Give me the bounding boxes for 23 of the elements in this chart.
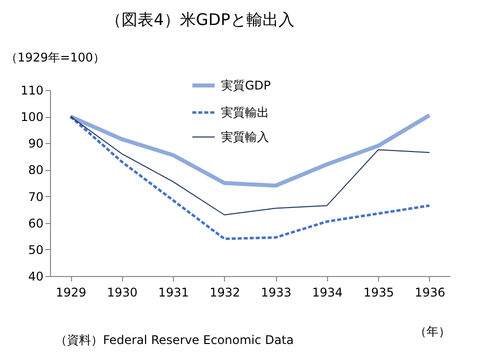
text: （資料）Federal Reserve Economic Data [55,333,294,347]
x-tick-label: 1935 [363,286,394,300]
chart-title: （図表4）米GDPと輸出入 [106,10,294,29]
x-tick-label: 1932 [210,286,240,300]
legend-label: 実質GDP [221,78,271,92]
legend-label: 実質輸出 [221,106,269,120]
x-tick-label: 1934 [312,286,343,300]
y-tick-label: 80 [28,163,44,178]
y-tick-label: 90 [28,136,44,151]
y-tick-label: 110 [20,84,44,98]
y-tick-label: 100 [20,110,44,124]
x-tick-label: 1930 [107,286,138,300]
y-axis-title: （1929年=100） [6,50,105,64]
x-tick-label: 1936 [414,286,446,300]
x-tick-label: 1933 [260,286,292,300]
y-tick-label: 70 [28,190,44,204]
x-tick-label: 1931 [158,286,189,300]
x-axis-title: （年） [414,324,450,338]
y-tick-label: 50 [28,242,44,257]
x-tick-label: 1929 [56,286,86,300]
legend-label: 実質輸入 [221,130,269,144]
y-tick-label: 60 [28,216,44,230]
y-tick-label: 40 [28,270,44,284]
